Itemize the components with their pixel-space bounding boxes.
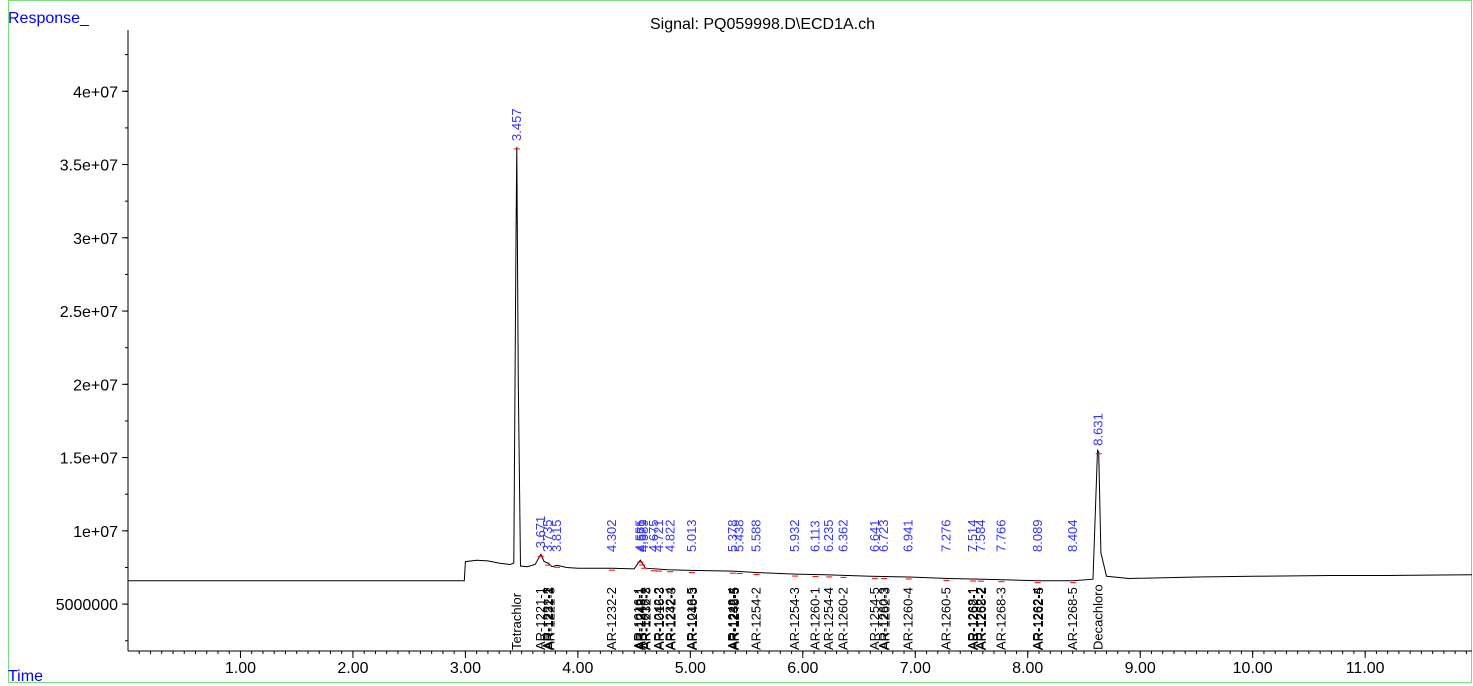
compound-label: AR-1232-5 [726,587,741,650]
peak-label: 6.235 [821,519,836,552]
peak-label: 3.457 [509,108,524,141]
peak-label: 6.941 [901,519,916,552]
compound-label: AR-1221-2 [540,587,555,650]
peak-label: 4.302 [604,519,619,552]
compound-label: AR-1242-1 [632,587,647,650]
x-tick-label: 7.00 [900,660,931,677]
peak-label: 4.589 [636,519,651,552]
y-tick-label: 2.5e+07 [60,304,118,321]
y-tick-label: 5000000 [56,597,118,614]
compound-label: AR-1260-2 [836,587,851,650]
compound-label: AR-1221-3 [542,587,557,650]
compound-label: AR-1268-2 [974,587,989,650]
compound-label: AR-1248-5 [727,587,742,650]
compound-label: AR-1262-2 [973,587,988,650]
compound-label: AR-1254-5 [867,587,882,650]
peak-label: 6.641 [867,519,882,552]
compound-label: AR-1232-1 [541,587,556,650]
compound-label: AR-1268-3 [993,587,1008,650]
compound-label: AR-1248-4 [725,587,740,650]
x-tick-label: 11.00 [1346,660,1385,677]
peak-label: 6.362 [836,519,851,552]
compound-label: AR-1016-5 [684,587,699,650]
compound-label: AR-1254-2 [748,587,763,650]
compound-labels: Tetrachlor AR-1221-1AR-1221-2AR-1232-1AR-… [509,584,1106,650]
x-tick-label: 6.00 [787,660,818,677]
peak-label: 3.671 [533,516,548,549]
compound-label: AR-1254-3 [787,587,802,650]
peak-label: 5.378 [725,519,740,552]
plot-frame [8,0,1472,683]
y-tick-label: 3.5e+07 [60,158,118,175]
peak-label: 3.815 [549,519,564,552]
compound-label: AR-1232-4 [662,587,677,650]
trace-line [128,146,1473,582]
peak-label: 4.675 [646,519,661,552]
compound-label: AR-1260-3 [876,587,891,650]
compound-label: AR-1221-1 [533,587,548,650]
peak-label: 4.555 [632,519,647,552]
peak-label: 7.276 [938,519,953,552]
compound-label: AR-1016-3 [652,587,667,650]
y-tick-label: 2e+07 [73,377,118,394]
compound-label: AR-1232-3 [638,587,653,650]
compound-label: AR-1260-1 [808,587,823,650]
compound-label: AR-1016-1 [631,587,646,650]
chart-title: Signal: PQ059998.D\ECD1A.ch [650,16,876,33]
compound-label: AR-1268-1 [965,587,980,650]
compound-label: AR-1262-1 [966,587,981,650]
peak-label: 3.735 [540,519,555,552]
signal-trace [128,146,1473,582]
compound-label: AR-1262-4 [1030,587,1045,650]
peak-label: 7.766 [993,519,1008,552]
compound-label: AR-1254-4 [821,587,836,650]
compound-label: AR-1262-5 [1031,587,1046,650]
compound-label: AR-1242-3 [663,587,678,650]
axes: 5000000 1e+07 1.5e+07 2e+07 2.5e+07 3e+07 3.5e… [56,30,1472,677]
compound-label: AR-1248-3 [685,587,700,650]
compound-label: Decachloro [1091,584,1106,650]
peak-label: 5.013 [684,519,699,552]
y-tick-label: 3e+07 [73,231,118,248]
peak-label: 7.584 [973,519,988,552]
compound-label: Tetrachlor [509,592,524,650]
y-axis-label: Response_ [8,10,89,27]
y-tick-label: 1.5e+07 [60,451,118,468]
x-tick-label: 4.00 [562,660,593,677]
compound-label: AR-1268-5 [1065,587,1080,650]
peak-label: 5.438 [732,519,747,552]
x-tick-label: 1.00 [225,660,256,677]
y-tick-label: 4e+07 [73,84,118,101]
compound-label: AR-1016-2 [637,587,652,650]
x-tick-label: 5.00 [675,660,706,677]
peak-label: 6.113 [808,520,823,552]
x-tick-label: 8.00 [1012,660,1043,677]
compound-label: AR-1248-1 [633,587,648,650]
compound-label: AR-1242-2 [651,587,666,650]
compound-label: AR-1232-2 [604,587,619,650]
compound-label: AR-1260-4 [901,587,916,650]
peak-label: 4.822 [662,519,677,552]
x-tick-label: 10.00 [1233,660,1273,677]
peak-label: 6.723 [876,519,891,552]
peak-label: 8.631 [1091,413,1106,446]
peak-label: 4.721 [651,519,666,552]
x-tick-label: 3.00 [450,660,481,677]
x-tick-label: 9.00 [1125,660,1156,677]
peak-label: 8.404 [1065,519,1080,552]
peak-label: 8.089 [1030,519,1045,552]
y-tick-label: 1e+07 [73,524,118,541]
peak-label: 7.514 [965,519,980,552]
peak-label: 5.588 [748,519,763,552]
compound-label: AR-1260-5 [938,587,953,650]
x-axis-label: Time [8,668,43,685]
x-tick-label: 2.00 [337,660,368,677]
peak-label: 5.932 [787,519,802,552]
compound-label: AR-1262-3 [877,587,892,650]
peak-label: 4.571 [634,519,649,552]
